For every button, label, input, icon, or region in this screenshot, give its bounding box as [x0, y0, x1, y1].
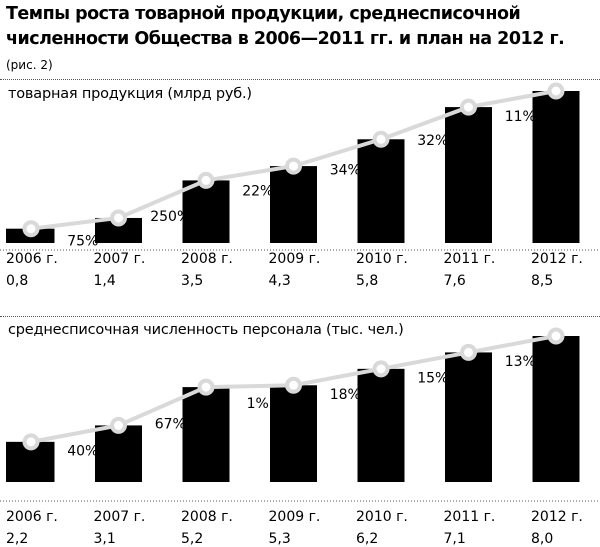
marker-1-3	[285, 376, 302, 394]
value-label-0-6: 8,5	[531, 273, 553, 289]
divider-middle	[0, 316, 600, 317]
marker-0-0	[22, 220, 40, 238]
category-label-1-3: 2009 г.	[269, 509, 321, 525]
category-label-0-1: 2007 г.	[94, 251, 146, 267]
bar-1-6	[532, 336, 580, 482]
category-label-1-2: 2008 г.	[181, 509, 233, 525]
value-label-1-2: 5,2	[181, 531, 203, 547]
growth-label-0-0: 75%	[67, 233, 98, 249]
marker-0-1	[110, 209, 127, 227]
growth-label-0-5: 11%	[505, 109, 536, 125]
category-label-1-5: 2011 г.	[444, 509, 496, 525]
chart-products: 75% 250% 22% 34% 32% 11% 2006 г. 0,8 2007 г. 1,4 2…	[0, 82, 600, 289]
page-title: Темпы роста товарной продукции, среднесп…	[6, 2, 596, 78]
growth-label-0-2: 22%	[242, 183, 273, 199]
growth-label-1-4: 15%	[417, 371, 448, 387]
bar-0-3	[270, 166, 317, 243]
growth-label-1-5: 13%	[505, 354, 536, 370]
growth-label-1-1: 67%	[155, 416, 186, 432]
value-label-1-5: 7,1	[444, 531, 466, 547]
bar-1-3	[270, 385, 317, 482]
divider-top	[0, 79, 600, 80]
category-label-0-0: 2006 г.	[6, 251, 58, 267]
category-label-1-6: 2012 г.	[531, 509, 583, 525]
value-label-1-3: 5,3	[269, 531, 291, 547]
marker-0-4	[372, 130, 390, 148]
category-label-0-5: 2011 г.	[444, 251, 496, 267]
marker-0-2	[197, 171, 215, 189]
growth-label-0-3: 34%	[330, 163, 361, 179]
bar-1-5	[445, 352, 492, 482]
value-label-0-0: 0,8	[6, 273, 28, 289]
marker-1-0	[22, 433, 40, 451]
marker-0-6	[547, 82, 565, 100]
marker-1-4	[372, 360, 390, 378]
value-label-1-1: 3,1	[94, 531, 116, 547]
value-label-0-2: 3,5	[181, 273, 203, 289]
category-label-1-0: 2006 г.	[6, 509, 58, 525]
bar-0-4	[357, 139, 405, 243]
value-label-0-4: 5,8	[356, 273, 378, 289]
chart1-title: товарная продукция (млрд руб.)	[8, 86, 252, 102]
bar-0-2	[182, 180, 230, 243]
marker-0-3	[285, 157, 302, 175]
marker-1-6	[547, 327, 565, 345]
chart2-title: среднесписочная численность персонала (т…	[8, 322, 404, 338]
value-label-1-0: 2,2	[6, 531, 28, 547]
category-label-0-6: 2012 г.	[531, 251, 583, 267]
category-label-0-3: 2009 г.	[269, 251, 321, 267]
marker-1-5	[460, 343, 477, 361]
category-label-0-4: 2010 г.	[356, 251, 408, 267]
growth-label-0-4: 32%	[417, 133, 448, 149]
growth-label-1-3: 18%	[330, 387, 361, 403]
growth-label-0-1: 250%	[150, 209, 190, 225]
value-label-0-5: 7,6	[444, 273, 466, 289]
bar-1-4	[357, 368, 405, 482]
marker-1-2	[197, 378, 215, 396]
marker-0-5	[460, 98, 477, 116]
growth-label-1-2: 1%	[247, 396, 269, 412]
value-label-0-1: 1,4	[94, 273, 116, 289]
category-label-1-4: 2010 г.	[356, 509, 408, 525]
title-main: Темпы роста товарной продукции, среднесп…	[6, 4, 565, 49]
value-label-1-4: 6,2	[356, 531, 378, 547]
bar-1-2	[182, 387, 230, 482]
bar-0-5	[445, 107, 492, 243]
title-note: (рис. 2)	[6, 58, 53, 72]
value-label-1-6: 8,0	[531, 531, 553, 547]
category-label-0-2: 2008 г.	[181, 251, 233, 267]
category-label-1-1: 2007 г.	[94, 509, 146, 525]
bar-0-6	[532, 91, 580, 243]
bar-1-1	[95, 425, 142, 482]
marker-1-1	[110, 416, 127, 434]
growth-label-1-0: 40%	[67, 444, 98, 460]
value-label-0-3: 4,3	[269, 273, 291, 289]
